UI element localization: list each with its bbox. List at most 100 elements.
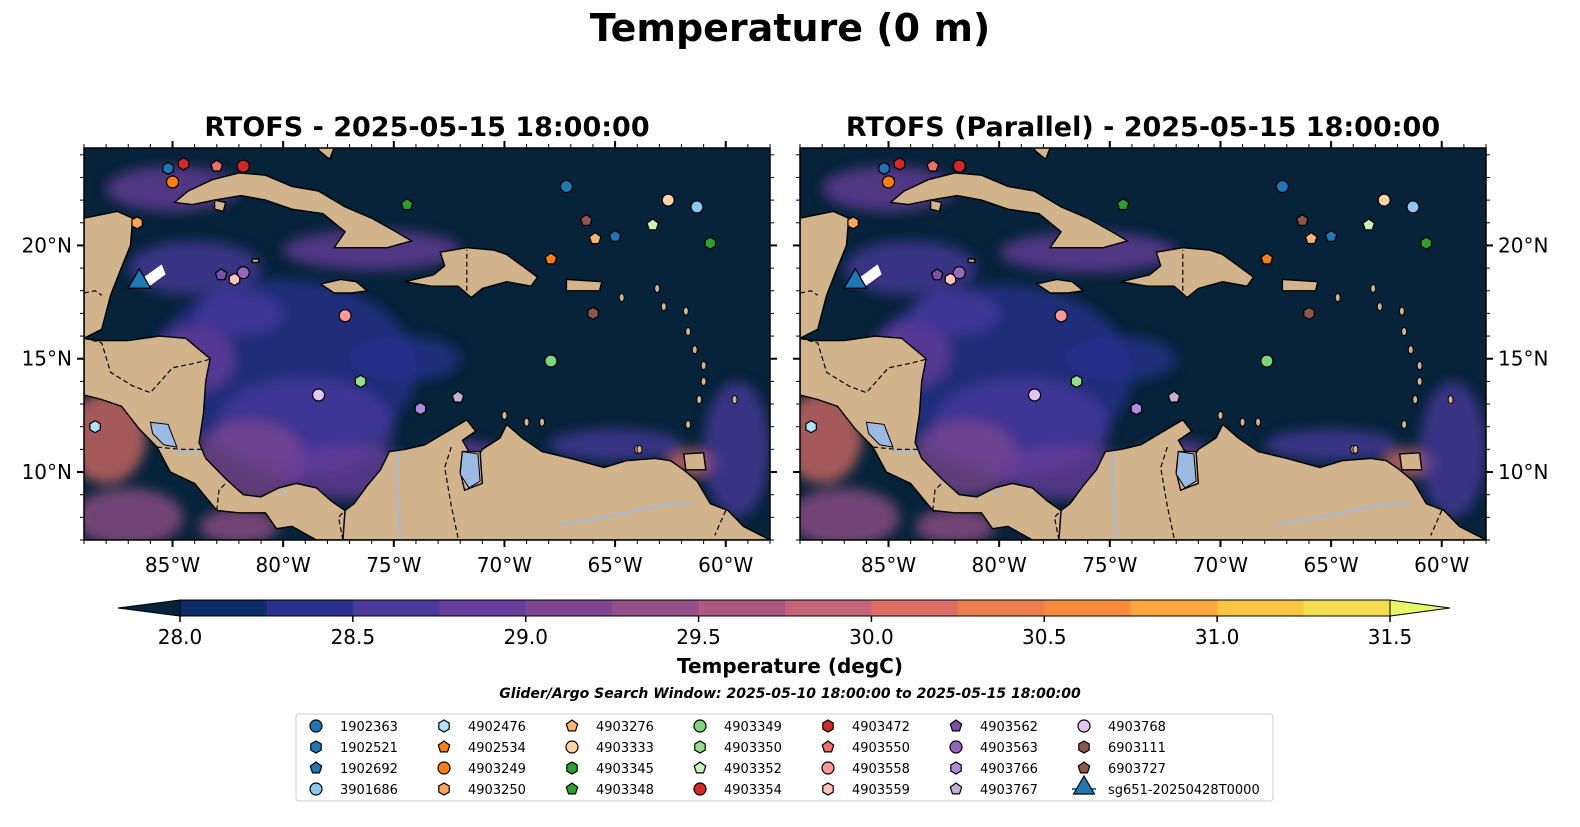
land-bahamasA	[1033, 148, 1051, 161]
float-marker-4903766	[414, 401, 427, 416]
float-marker-4903333	[1377, 193, 1391, 207]
legend-label: 4903348	[596, 783, 654, 798]
legend-label: 4903767	[980, 783, 1038, 798]
small-island	[1334, 293, 1341, 303]
lon-tick-label: 70°W	[1193, 553, 1248, 577]
lake-maracaibo	[459, 451, 481, 489]
map-frame	[83, 147, 771, 541]
temperature-contour	[283, 229, 461, 271]
country-border	[216, 482, 227, 511]
legend-marker-4903559	[822, 782, 834, 796]
legend-marker-4903558	[821, 761, 835, 775]
colorbar-tick-label: 31.0	[1195, 625, 1240, 649]
legend-label: 4903345	[596, 762, 654, 777]
lon-tick-label: 60°W	[1414, 553, 1469, 577]
temperature-contour	[703, 381, 770, 518]
legend-label: sg651-20250428T0000	[1108, 783, 1260, 798]
colorbar-bin	[439, 600, 527, 616]
legend-marker-3901686	[309, 782, 323, 796]
temperature-field	[800, 166, 1486, 540]
land-jamaica	[319, 278, 369, 294]
small-island	[539, 417, 546, 427]
country-border	[872, 446, 918, 450]
float-marker-4902476	[805, 420, 817, 434]
land-puertoRico	[565, 278, 603, 292]
float-marker-4903767	[1167, 390, 1181, 403]
legend-marker-4903348	[565, 782, 579, 795]
colorbar-bin	[1130, 600, 1218, 616]
small-island	[682, 306, 689, 316]
land-hispaniola	[1120, 246, 1255, 299]
country-border	[444, 446, 459, 538]
search-window-caption: Glider/Argo Search Window: 2025-05-10 18…	[499, 686, 1081, 702]
legend-marker-1902521	[310, 740, 322, 754]
colorbar-label: Temperature (degC)	[677, 654, 903, 678]
float-marker-4903558	[338, 309, 352, 323]
legend-marker-4903249	[437, 761, 451, 775]
small-island	[1407, 345, 1414, 355]
legend-label: 1902521	[340, 741, 398, 756]
colorbar-tick-label: 29.0	[503, 625, 548, 649]
float-marker-4903333	[661, 193, 675, 207]
lat-tick-label: 15°N	[1498, 347, 1548, 371]
small-island	[1370, 283, 1377, 293]
small-island	[685, 419, 692, 429]
small-island	[1376, 302, 1383, 312]
float-marker-4903562	[930, 268, 944, 281]
colorbar-bin	[525, 600, 613, 616]
temperature-contour	[844, 240, 978, 296]
land-trinidad	[1398, 452, 1423, 471]
legend-marker-4903550	[821, 740, 835, 753]
temperature-contour	[1065, 336, 1177, 382]
legend-marker-4903768	[1077, 719, 1091, 733]
float-marker-4903249	[165, 175, 180, 189]
float-marker-4903563	[236, 266, 250, 280]
legend-label: 1902363	[340, 720, 398, 735]
float-marker-4903550	[926, 159, 940, 172]
country-border	[932, 482, 943, 511]
legend-label: 4903349	[724, 720, 782, 735]
country-border	[1160, 446, 1175, 538]
legend-label: 4903472	[852, 720, 910, 735]
land-caymanBlock	[251, 258, 260, 264]
float-marker-4903354	[236, 159, 250, 173]
land-central	[84, 335, 346, 540]
river	[1111, 451, 1118, 540]
float-marker-4903563	[952, 266, 966, 280]
legend-marker-1902692	[309, 761, 323, 774]
lon-tick-label: 85°W	[861, 553, 916, 577]
float-marker-1902692	[1324, 229, 1338, 242]
temperature-contour	[128, 240, 262, 296]
temperature-contour	[1419, 381, 1486, 518]
legend-label: 4903333	[596, 741, 654, 756]
legend-label: 4903766	[980, 762, 1038, 777]
small-island	[1401, 419, 1408, 429]
float-marker-4903349	[1260, 354, 1274, 368]
land-cuba	[889, 172, 1130, 249]
country-border	[714, 510, 727, 536]
small-island	[700, 376, 707, 386]
small-island	[1217, 410, 1224, 420]
lon-tick-label: 85°W	[145, 553, 200, 577]
legend-label: 3901686	[340, 783, 398, 798]
colorbar-tick-label: 30.5	[1022, 625, 1067, 649]
legend-marker-4903350	[694, 740, 706, 754]
lon-tick-label: 65°W	[1303, 553, 1358, 577]
float-marker-4903348	[400, 197, 414, 211]
colorbar-bin	[1044, 600, 1132, 616]
land-bahamasA	[317, 148, 335, 161]
lat-tick-label: 20°N	[22, 233, 72, 257]
float-marker-4903766	[1130, 401, 1143, 416]
river	[559, 502, 693, 525]
temperature-contour	[800, 487, 900, 540]
small-island	[523, 417, 530, 427]
temperature-contour	[349, 336, 461, 382]
float-marker-4902476	[89, 420, 101, 434]
legend-label: 4903562	[980, 720, 1038, 735]
land-isleYouth	[213, 199, 227, 213]
land-yucatan	[84, 148, 134, 340]
float-marker-4903558	[1054, 309, 1068, 323]
legend-label: 4903249	[468, 762, 526, 777]
float-marker-1902521	[162, 161, 174, 176]
